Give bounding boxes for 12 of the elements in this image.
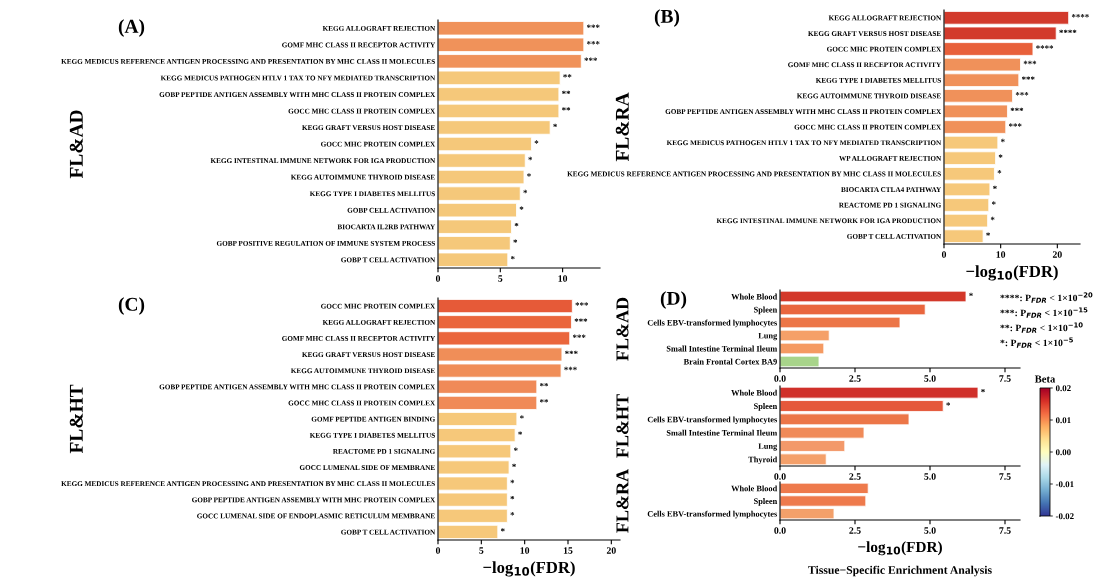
x-axis-title: −log$_{10}$(FDR) <box>966 265 1058 281</box>
text: (A) <box>118 19 145 37</box>
y-axis-title: FL&AD <box>616 297 629 361</box>
text: (B) <box>654 9 680 27</box>
y-axis-title: FL&HT <box>616 394 629 458</box>
x-axis-title: −log$_{10}$(FDR) <box>483 561 575 577</box>
y-axis-title: FL&RA <box>616 469 629 533</box>
y-axis-title: FL&AD <box>69 110 83 179</box>
text: (C) <box>118 297 145 315</box>
y-axis-title: FL&RA <box>615 92 629 162</box>
chart-title: (D) <box>660 291 687 309</box>
y-axis-title: FL&HT <box>69 384 83 454</box>
